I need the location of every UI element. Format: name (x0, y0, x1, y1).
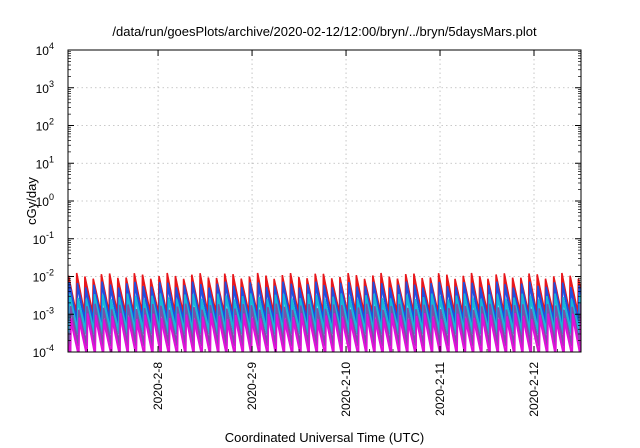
y-tick-label: 10-3 (33, 305, 54, 322)
y-tick-label: 104 (36, 41, 54, 58)
series-5 (68, 313, 581, 352)
y-tick-label: 10-1 (33, 230, 54, 247)
y-tick-label: 102 (36, 117, 54, 134)
y-tick-label: 10-2 (33, 268, 54, 285)
y-tick-label: 10-4 (33, 343, 54, 360)
y-axis: 10-4 10-3 10-2 10-1 100 101 102 103 104 (33, 41, 581, 360)
x-tick-label: 2020-2-10 (339, 362, 353, 417)
chart-title: /data/run/goesPlots/archive/2020-02-12/1… (112, 24, 537, 39)
y-axis-label: cGy/day (24, 177, 39, 225)
series-line (68, 281, 581, 321)
series-group (68, 272, 581, 352)
x-axis: 2020-2-8 2020-2-9 2020-2-10 2020-2-11 2020-2… (87, 50, 582, 417)
series-line (68, 313, 581, 352)
x-tick-label: 2020-2-11 (433, 362, 447, 416)
y-tick-label: 101 (36, 154, 54, 171)
y-tick-label: 100 (36, 192, 54, 209)
x-tick-label: 2020-2-9 (245, 362, 259, 410)
grid (68, 50, 581, 352)
x-tick-label: 2020-2-8 (151, 362, 165, 410)
x-tick-label: 2020-2-12 (527, 362, 541, 417)
y-tick-label: 103 (36, 79, 54, 96)
series-line (68, 303, 581, 343)
series-2 (68, 281, 581, 325)
x-axis-label: Coordinated Universal Time (UTC) (225, 430, 424, 445)
